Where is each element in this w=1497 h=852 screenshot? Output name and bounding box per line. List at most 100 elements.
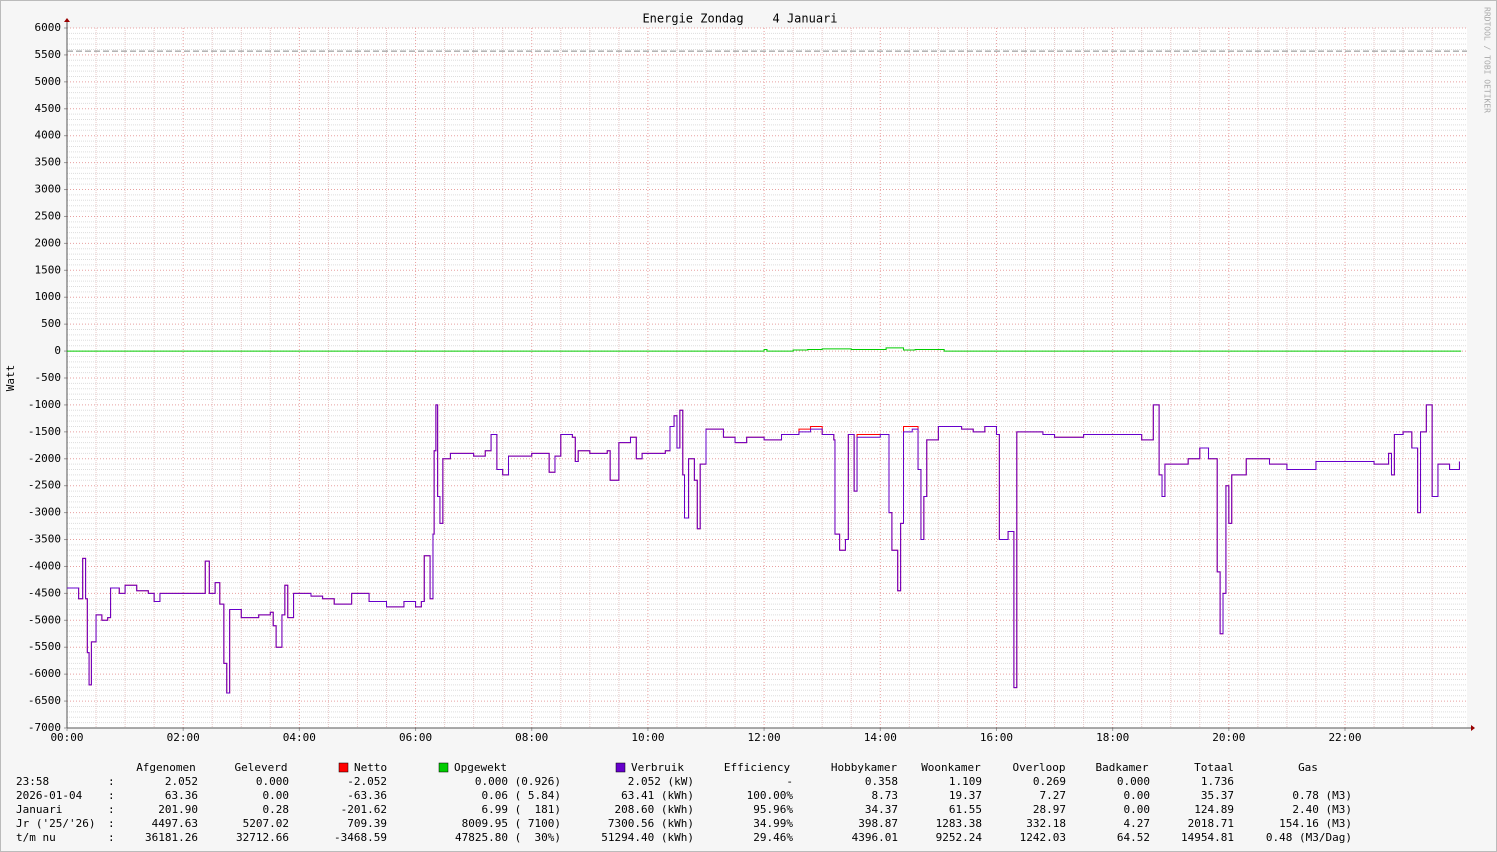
table-cell: 36181.26 — [145, 831, 198, 844]
legend-swatch — [438, 762, 449, 773]
x-tick-label: 22:00 — [1328, 731, 1361, 744]
table-cell: 2.052 — [165, 775, 198, 788]
legend-label: Netto — [354, 761, 387, 774]
table-cell: 0.28 — [263, 803, 290, 816]
row-label: Jr ('25/'26) — [16, 817, 95, 830]
table-cell: 398.87 — [858, 817, 898, 830]
y-tick-label: -3000 — [28, 506, 61, 519]
y-tick-label: -3500 — [28, 533, 61, 546]
separator: : — [108, 803, 115, 816]
table-cell: 34.37 — [865, 803, 898, 816]
table-cell: 208.60 (kWh) — [615, 803, 694, 816]
table-cell: 19.37 — [949, 789, 982, 802]
column-header: Efficiency — [724, 761, 791, 774]
x-tick-label: 00:00 — [50, 731, 83, 744]
axis-arrow — [64, 18, 70, 22]
y-tick-label: 2500 — [35, 209, 62, 222]
y-tick-label: 5000 — [35, 75, 62, 88]
y-tick-label: -7000 — [28, 721, 61, 734]
y-tick-label: 1500 — [35, 263, 62, 276]
table-cell: 61.55 — [949, 803, 982, 816]
table-cell: 32712.66 — [236, 831, 289, 844]
series-line — [67, 404, 1460, 694]
table-cell: 124.89 — [1194, 803, 1234, 816]
table-cell: 0.78 (M3) — [1292, 789, 1352, 802]
table-cell: 2.052 (kW) — [628, 775, 694, 788]
y-tick-label: -5000 — [28, 613, 61, 626]
table-cell: 4.27 — [1124, 817, 1151, 830]
table-cell: 35.37 — [1201, 789, 1234, 802]
column-header: Hobbykamer — [831, 761, 898, 774]
table-cell: 47825.80 ( 30%) — [455, 831, 561, 844]
legend-label: Opgewekt — [454, 761, 507, 774]
table-cell: 0.000 — [1117, 775, 1150, 788]
x-tick-label: 10:00 — [631, 731, 664, 744]
axis-arrow — [1471, 725, 1475, 731]
separator: : — [108, 817, 115, 830]
y-tick-label: 5500 — [35, 48, 62, 61]
table-cell: -2.052 — [347, 775, 387, 788]
x-tick-label: 08:00 — [515, 731, 548, 744]
table-cell: 14954.81 — [1181, 831, 1234, 844]
table-cell: 0.000 (0.926) — [475, 775, 561, 788]
column-header: Gas — [1298, 761, 1318, 774]
y-tick-label: 500 — [41, 317, 61, 330]
column-header: Badkamer — [1096, 761, 1149, 774]
y-tick-label: -2000 — [28, 452, 61, 465]
table-cell: 34.99% — [753, 817, 793, 830]
x-tick-label: 04:00 — [283, 731, 316, 744]
legend-swatch — [615, 762, 626, 773]
table-cell: 8009.95 ( 7100) — [462, 817, 561, 830]
table-cell: 0.358 — [865, 775, 898, 788]
x-tick-label: 06:00 — [399, 731, 432, 744]
row-label: Januari — [16, 803, 62, 816]
table-cell: 2018.71 — [1188, 817, 1234, 830]
legend-swatch — [338, 762, 349, 773]
table-cell: 0.00 — [1124, 789, 1151, 802]
table-cell: 0.00 — [1124, 803, 1151, 816]
y-tick-label: 2000 — [35, 236, 62, 249]
row-label: 23:58 — [16, 775, 49, 788]
table-cell: -3468.59 — [334, 831, 387, 844]
y-axis-label: Watt — [4, 365, 17, 392]
table-cell: 6.99 ( 181) — [482, 803, 561, 816]
y-tick-label: 0 — [54, 344, 61, 357]
table-cell: 2.40 (M3) — [1292, 803, 1352, 816]
y-tick-label: -2500 — [28, 479, 61, 492]
y-tick-label: 6000 — [35, 21, 62, 34]
table-cell: -201.62 — [341, 803, 387, 816]
table-cell: 709.39 — [347, 817, 387, 830]
table-cell: 63.36 — [165, 789, 198, 802]
y-tick-label: -6500 — [28, 694, 61, 707]
series-line — [67, 347, 1462, 352]
table-cell: 201.90 — [158, 803, 198, 816]
table-cell: 0.000 — [256, 775, 289, 788]
x-tick-label: 20:00 — [1212, 731, 1245, 744]
table-cell: 51294.40 (kWh) — [601, 831, 694, 844]
y-tick-label: 4500 — [35, 102, 62, 115]
table-cell: - — [786, 775, 793, 788]
table-cell: 95.96% — [753, 803, 793, 816]
y-tick-label: -4000 — [28, 559, 61, 572]
table-cell: 9252.24 — [936, 831, 983, 844]
table-cell: 0.48 (M3/Dag) — [1266, 831, 1352, 844]
table-cell: 100.00% — [747, 789, 794, 802]
table-cell: 4497.63 — [152, 817, 198, 830]
x-tick-label: 12:00 — [748, 731, 781, 744]
table-cell: 8.73 — [872, 789, 899, 802]
table-cell: 63.41 (kWh) — [621, 789, 694, 802]
table-cell: 7300.56 (kWh) — [608, 817, 694, 830]
column-header: Geleverd — [235, 761, 288, 774]
x-tick-label: 16:00 — [980, 731, 1013, 744]
y-tick-label: -5500 — [28, 640, 61, 653]
y-tick-label: -500 — [35, 371, 62, 384]
y-tick-label: -1500 — [28, 425, 61, 438]
table-cell: 29.46% — [753, 831, 793, 844]
table-cell: 332.18 — [1026, 817, 1066, 830]
table-cell: 154.16 (M3) — [1279, 817, 1352, 830]
column-header: Woonkamer — [921, 761, 981, 774]
separator: : — [108, 789, 115, 802]
table-cell: -63.36 — [347, 789, 387, 802]
